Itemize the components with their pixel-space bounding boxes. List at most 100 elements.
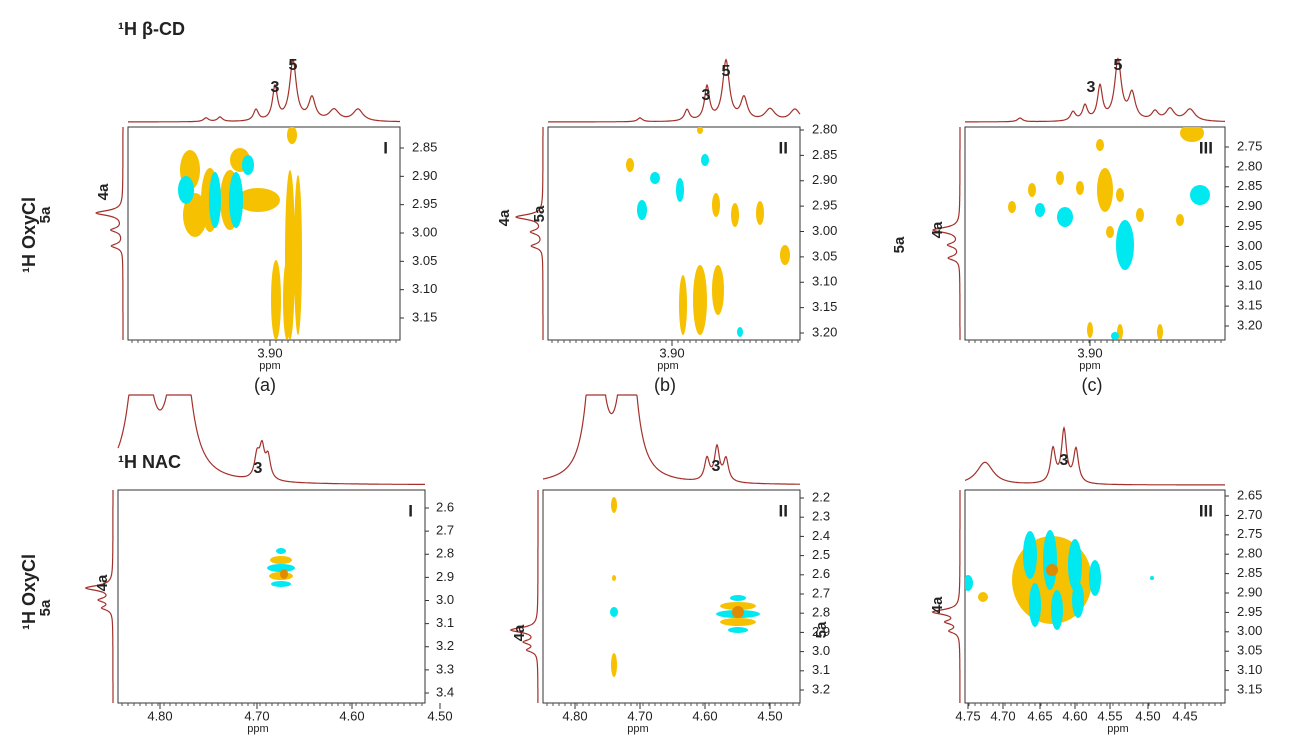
projection-left <box>84 490 114 703</box>
contour <box>267 564 295 572</box>
panel-label: II <box>779 501 788 520</box>
contour <box>294 175 302 335</box>
plot-area <box>964 126 1226 341</box>
contour <box>650 172 660 184</box>
y-tick-label: 2.95 <box>812 198 837 213</box>
contour <box>276 548 286 554</box>
y-tick-label: 2.3 <box>812 509 830 524</box>
contour <box>965 575 973 591</box>
contour <box>271 260 281 340</box>
y-tick-label: 2.9 <box>436 569 454 584</box>
y-tick-label: 3.1 <box>436 615 454 630</box>
x-unit: ppm <box>657 360 678 372</box>
peak-label: 4a <box>496 209 513 226</box>
projection-left <box>931 490 961 703</box>
contour <box>183 193 207 237</box>
peak-label: 3 <box>702 87 711 104</box>
x-tick-label: 4.65 <box>1027 708 1052 723</box>
contour <box>1190 185 1210 205</box>
contour <box>1056 171 1064 185</box>
contour <box>1028 183 1036 197</box>
y-tick-label: 3.05 <box>412 253 437 268</box>
contour <box>229 172 243 228</box>
row-title: ¹H β-CD <box>118 19 185 39</box>
peak-label: 5a <box>531 205 548 222</box>
y-tick-label: 2.75 <box>1237 526 1262 541</box>
caption: (c) <box>1082 375 1103 395</box>
x-tick-label: 4.75 <box>955 708 980 723</box>
panel: 2.80 2.85 2.90 2.95 3.00 3.05 3.10 3.15 3.20 3.90… <box>496 58 837 395</box>
contour <box>1116 188 1124 202</box>
contour <box>712 193 720 217</box>
x-tick-label: 4.80 <box>147 708 172 723</box>
y-tick-label: 3.3 <box>436 661 454 676</box>
contour <box>178 176 194 204</box>
contour <box>1043 530 1057 590</box>
x-unit: ppm <box>259 360 280 372</box>
x-tick-label: 4.45 <box>1172 708 1197 723</box>
y-tick-label: 3.00 <box>1237 238 1262 253</box>
x-tick-label: 4.50 <box>757 708 782 723</box>
y-tick-label: 3.00 <box>1237 623 1262 638</box>
panel: 2.6 2.7 2.8 2.9 3.0 3.1 3.2 3.3 3.4 4.80 4.70 4.60 4… <box>37 394 454 735</box>
y-tick-label: 2.6 <box>812 566 830 581</box>
contour <box>287 127 297 144</box>
y-tick-label: 2.8 <box>812 605 830 620</box>
plot-area <box>547 126 801 341</box>
x-tick-label: 4.60 <box>1062 708 1087 723</box>
contour <box>270 556 292 564</box>
contour <box>737 327 743 337</box>
panel-label: III <box>1199 138 1213 157</box>
contour <box>1111 332 1119 340</box>
projection-top <box>117 394 425 485</box>
contour <box>1157 324 1163 340</box>
contour <box>780 245 790 265</box>
caption: (b) <box>654 375 676 395</box>
contours <box>965 530 1154 630</box>
y-tick-label: 3.00 <box>412 224 437 239</box>
x-tick-label: 4.70 <box>990 708 1015 723</box>
contour <box>1176 214 1184 226</box>
y-tick-label: 2.2 <box>812 489 830 504</box>
contour <box>1029 583 1041 627</box>
y-tick-label: 2.8 <box>436 546 454 561</box>
y-tick-label: 2.95 <box>1237 218 1262 233</box>
contour <box>731 203 739 227</box>
y-tick-label: 3.15 <box>812 299 837 314</box>
peak-label: 5a <box>891 236 908 253</box>
contour <box>271 581 291 587</box>
y-tick-label: 3.4 <box>436 684 454 699</box>
contour <box>1023 531 1037 579</box>
y-tick-label: 2.80 <box>1237 158 1262 173</box>
x-tick-label: 4.50 <box>1135 708 1160 723</box>
panel-label: I <box>383 138 388 157</box>
projection-top <box>965 57 1225 123</box>
x-unit: ppm <box>1079 360 1100 372</box>
x-unit: ppm <box>247 723 268 735</box>
x-tick-label: 3.90 <box>257 345 282 360</box>
contours <box>178 127 302 340</box>
plot-area <box>117 489 426 704</box>
peak-label: 5 <box>1114 57 1123 74</box>
projection-top <box>542 394 800 485</box>
peak-label: 4a <box>94 574 111 591</box>
contour <box>611 497 617 513</box>
contour <box>1106 226 1114 238</box>
peak-label: 3 <box>1060 452 1069 469</box>
x-unit: ppm <box>1107 723 1128 735</box>
y-tick-label: 3.10 <box>1237 662 1262 677</box>
y-tick-label: 3.05 <box>1237 643 1262 658</box>
x-tick-label: 4.80 <box>562 708 587 723</box>
y-tick-label: 3.05 <box>1237 258 1262 273</box>
y-tick-label: 2.6 <box>436 499 454 514</box>
contour <box>1180 127 1204 142</box>
contour <box>610 607 618 617</box>
x-tick-label: 4.60 <box>692 708 717 723</box>
contour <box>1116 220 1134 270</box>
y-axis-title: ¹H OxyCl <box>19 554 39 630</box>
y-tick-label: 2.85 <box>1237 565 1262 580</box>
y-tick-label: 3.10 <box>412 281 437 296</box>
contour <box>728 627 748 633</box>
